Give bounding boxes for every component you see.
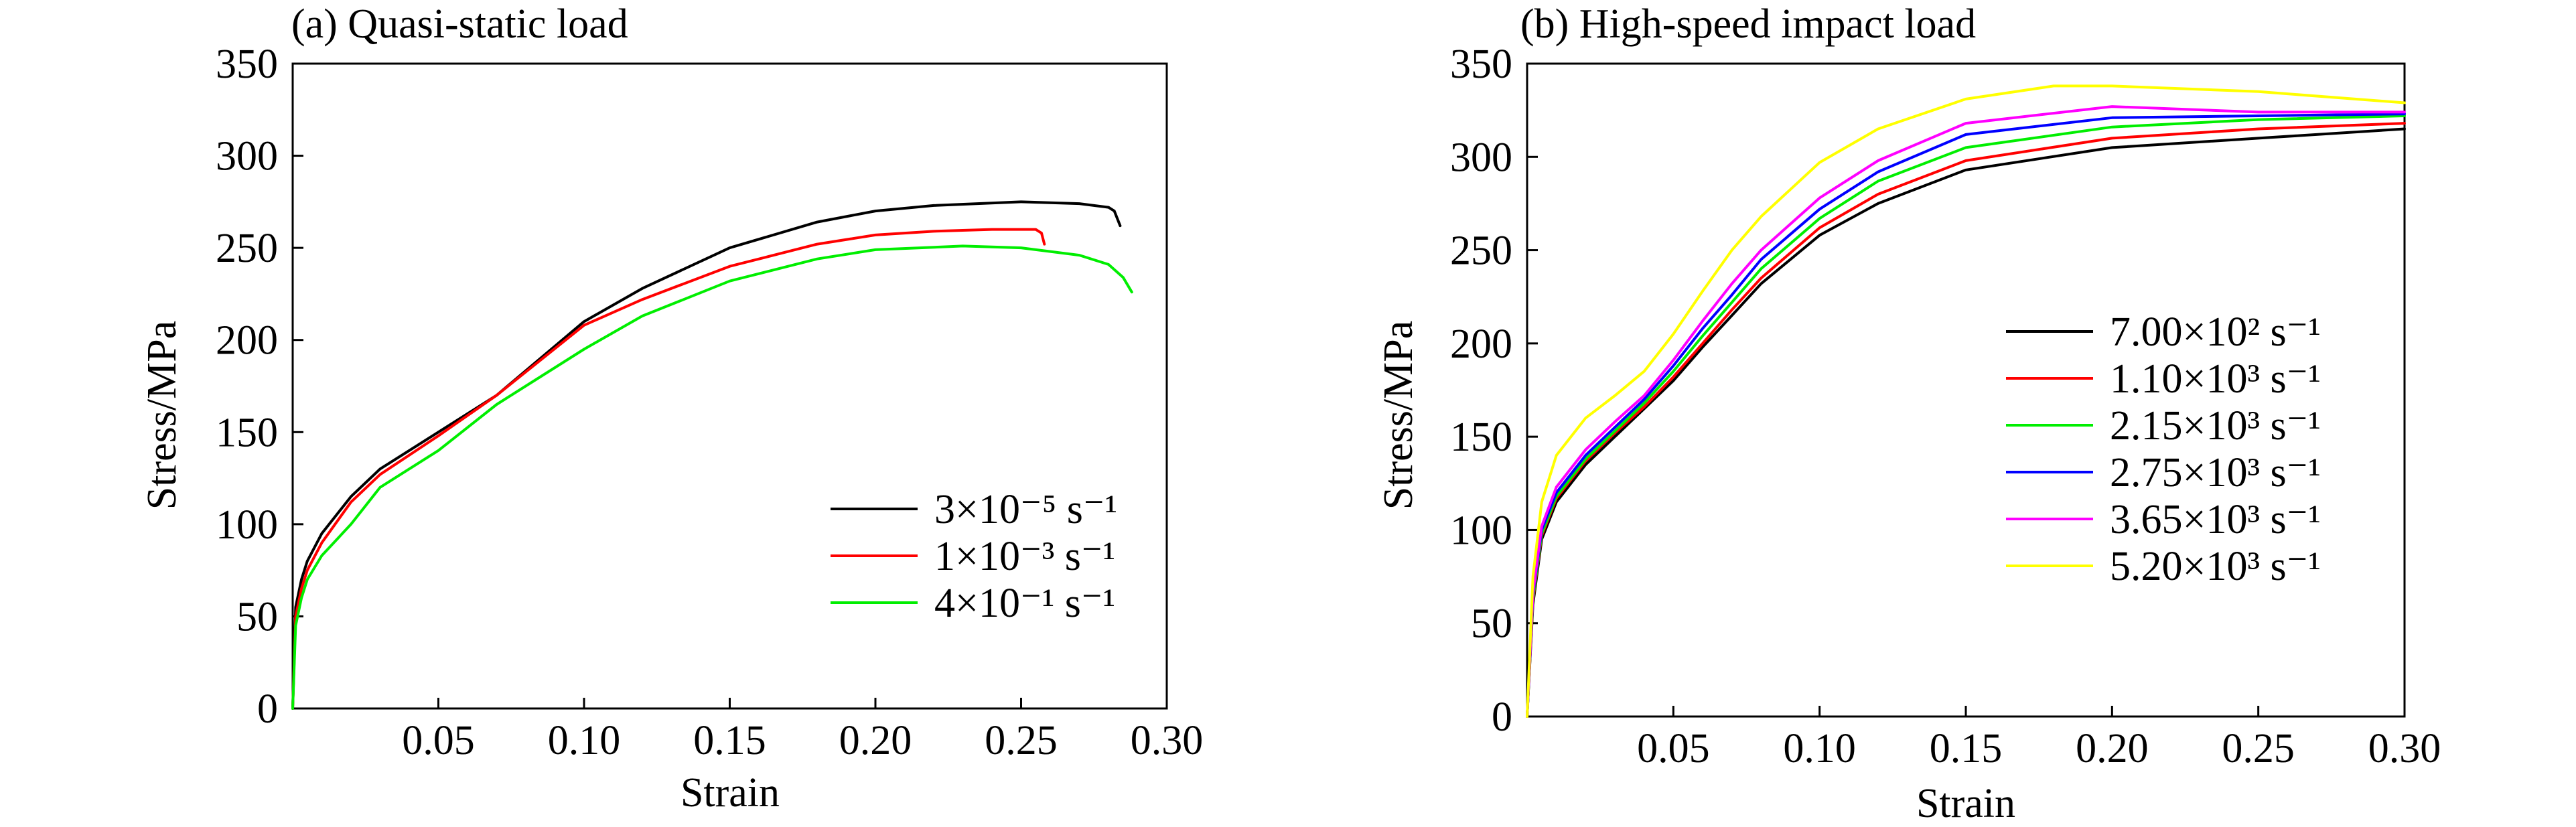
y-tick-label: 350 — [1450, 42, 1512, 87]
y-tick-label: 350 — [216, 42, 278, 87]
legend-label: 2.75×10³ s⁻¹ — [2110, 450, 2321, 496]
x-axis-label: Strain — [1916, 781, 2015, 826]
x-tick-label: 0.30 — [1131, 718, 1204, 763]
y-axis-label: Stress/MPa — [1376, 321, 1421, 510]
series-lines — [291, 200, 1133, 710]
x-tick-label: 0.15 — [693, 718, 766, 763]
legend-label: 7.00×10² s⁻¹ — [2110, 309, 2321, 355]
y-tick-label: 300 — [216, 134, 278, 179]
series-line-6 — [1526, 84, 2406, 718]
panel-quasi-static: (a) Quasi-static load Strain Stress/MPa … — [139, 1, 1203, 816]
y-tick-label: 100 — [216, 502, 278, 548]
legend-label: 5.20×10³ s⁻¹ — [2110, 544, 2321, 589]
legend-label: 1×10⁻³ s⁻¹ — [934, 534, 1115, 579]
x-tick-label: 0.25 — [985, 718, 1058, 763]
legend: 3×10⁻⁵ s⁻¹1×10⁻³ s⁻¹4×10⁻¹ s⁻¹ — [831, 487, 1117, 626]
panel-title: (a) Quasi-static load — [291, 1, 628, 47]
series-line-3 — [291, 244, 1133, 710]
x-ticks: 0.05 0.10 0.15 0.20 0.25 0.30 — [1637, 706, 2441, 771]
y-tick-label: 200 — [216, 318, 278, 364]
series-line-4 — [1526, 112, 2406, 718]
series-line-5 — [1526, 105, 2406, 718]
y-tick-label: 0 — [257, 686, 278, 732]
series-line-2 — [291, 228, 1046, 710]
legend-label: 3.65×10³ s⁻¹ — [2110, 497, 2321, 542]
x-tick-label: 0.20 — [839, 718, 912, 763]
y-axis-label: Stress/MPa — [139, 321, 185, 510]
y-tick-label: 250 — [1450, 228, 1512, 274]
panel-title: (b) High-speed impact load — [1520, 1, 1976, 47]
y-ticks: 0 50 100 150 200 250 300 350 — [1450, 42, 1538, 740]
y-tick-label: 150 — [216, 410, 278, 455]
x-tick-label: 0.30 — [2368, 726, 2441, 771]
panel-high-speed-impact: (b) High-speed impact load Strain Stress… — [1376, 1, 2441, 826]
y-tick-label: 300 — [1450, 135, 1512, 180]
legend-label: 3×10⁻⁵ s⁻¹ — [934, 487, 1117, 532]
y-tick-label: 150 — [1450, 415, 1512, 460]
y-tick-label: 100 — [1450, 508, 1512, 553]
x-tick-label: 0.25 — [2222, 726, 2295, 771]
x-ticks: 0.05 0.10 0.15 0.20 0.25 0.30 — [402, 698, 1203, 763]
x-tick-label: 0.15 — [1930, 726, 2003, 771]
x-tick-label: 0.10 — [548, 718, 621, 763]
y-tick-label: 0 — [1492, 694, 1512, 740]
legend-label: 1.10×10³ s⁻¹ — [2110, 356, 2321, 402]
y-tick-label: 50 — [236, 594, 278, 640]
series-line-1 — [1526, 127, 2406, 718]
x-tick-label: 0.05 — [402, 718, 475, 763]
y-tick-label: 200 — [1450, 321, 1512, 367]
x-tick-label: 0.05 — [1637, 726, 1710, 771]
legend-label: 2.15×10³ s⁻¹ — [2110, 403, 2321, 449]
y-tick-label: 50 — [1471, 601, 1512, 647]
legend-label: 4×10⁻¹ s⁻¹ — [934, 581, 1115, 626]
x-tick-label: 0.20 — [2076, 726, 2149, 771]
series-lines — [1526, 84, 2406, 718]
y-tick-label: 250 — [216, 226, 278, 271]
legend: 7.00×10² s⁻¹1.10×10³ s⁻¹2.15×10³ s⁻¹2.75… — [2006, 309, 2321, 589]
x-axis-label: Strain — [681, 770, 780, 816]
x-tick-label: 0.10 — [1783, 726, 1856, 771]
y-ticks: 0 50 100 150 200 250 300 350 — [216, 42, 303, 732]
series-line-1 — [291, 200, 1122, 710]
series-line-3 — [1526, 115, 2406, 718]
